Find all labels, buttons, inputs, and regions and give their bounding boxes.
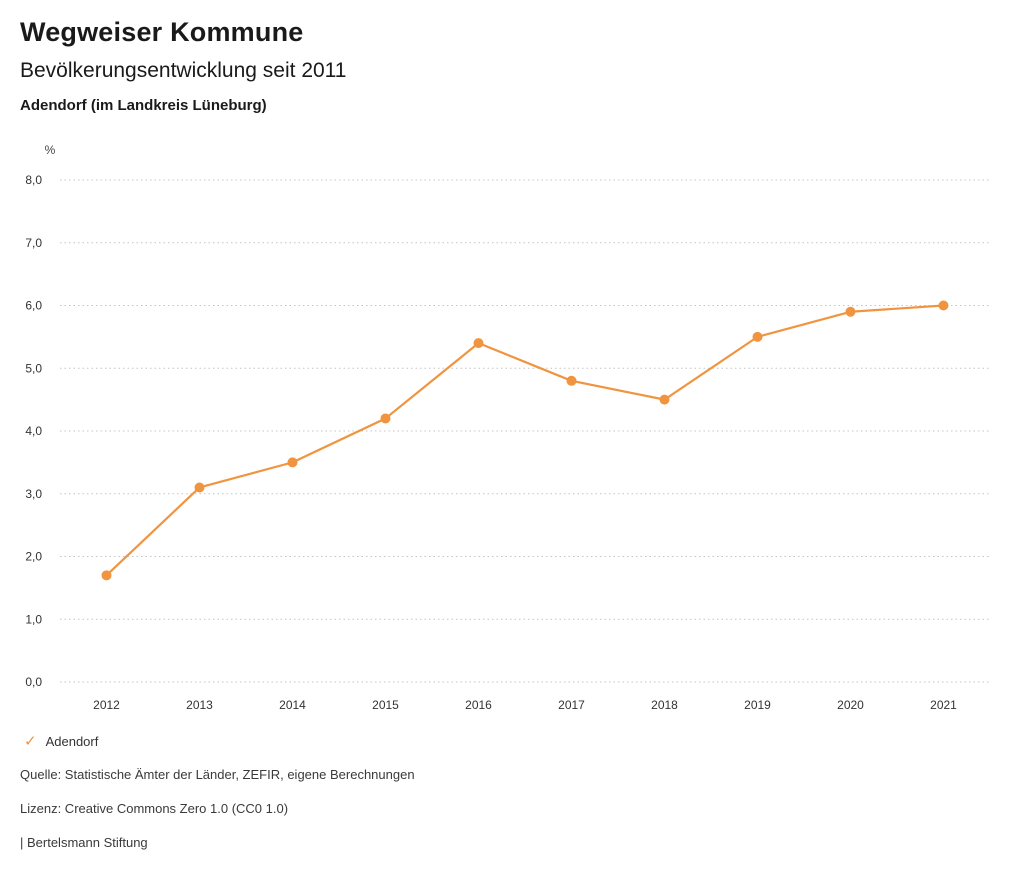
legend-label: Adendorf — [45, 733, 99, 749]
svg-text:5,0: 5,0 — [25, 361, 42, 375]
svg-text:2012: 2012 — [93, 698, 120, 712]
chart-title: Bevölkerungsentwicklung seit 2011 — [20, 59, 347, 82]
page-title: Wegweiser Kommune — [20, 17, 304, 47]
line-chart: % 0,0 1,0 2,0 3,0 4,0 5,0 6,0 7,0 8,0 2012 2013 2014… — [0, 115, 1024, 719]
license-text: Lizenz: Creative Commons Zero 1.0 (CC0 1… — [20, 801, 289, 816]
check-icon: ✓ — [24, 732, 37, 750]
region-subtitle: Adendorf (im Landkreis Lüneburg) — [20, 97, 267, 114]
svg-text:7,0: 7,0 — [25, 236, 42, 250]
legend-item-adendorf[interactable]: ✓ Adendorf — [0, 719, 1024, 753]
svg-text:3,0: 3,0 — [25, 487, 42, 501]
svg-text:2017: 2017 — [558, 698, 585, 712]
svg-text:6,0: 6,0 — [25, 299, 42, 313]
svg-text:8,0: 8,0 — [25, 173, 42, 187]
svg-text:2014: 2014 — [279, 698, 306, 712]
svg-text:2,0: 2,0 — [25, 550, 42, 564]
svg-text:2018: 2018 — [651, 698, 678, 712]
svg-text:%: % — [45, 143, 56, 157]
population-line-chart-svg: % 0,0 1,0 2,0 3,0 4,0 5,0 6,0 7,0 8,0 2012 2013 2014… — [25, 143, 990, 712]
svg-text:2021: 2021 — [930, 698, 957, 712]
svg-text:2013: 2013 — [186, 698, 213, 712]
svg-text:1,0: 1,0 — [25, 612, 42, 626]
attribution-text: | Bertelsmann Stiftung — [20, 835, 148, 850]
svg-text:2019: 2019 — [744, 698, 771, 712]
svg-text:2016: 2016 — [465, 698, 492, 712]
source-text: Quelle: Statistische Ämter der Länder, Z… — [20, 767, 415, 782]
chart-footer: Quelle: Statistische Ämter der Länder, Z… — [0, 753, 1024, 851]
page-header: Wegweiser Kommune Bevölkerungsentwicklun… — [0, 0, 1024, 115]
svg-text:2015: 2015 — [372, 698, 399, 712]
svg-text:0,0: 0,0 — [25, 675, 42, 689]
svg-text:4,0: 4,0 — [25, 424, 42, 438]
svg-text:2020: 2020 — [837, 698, 864, 712]
